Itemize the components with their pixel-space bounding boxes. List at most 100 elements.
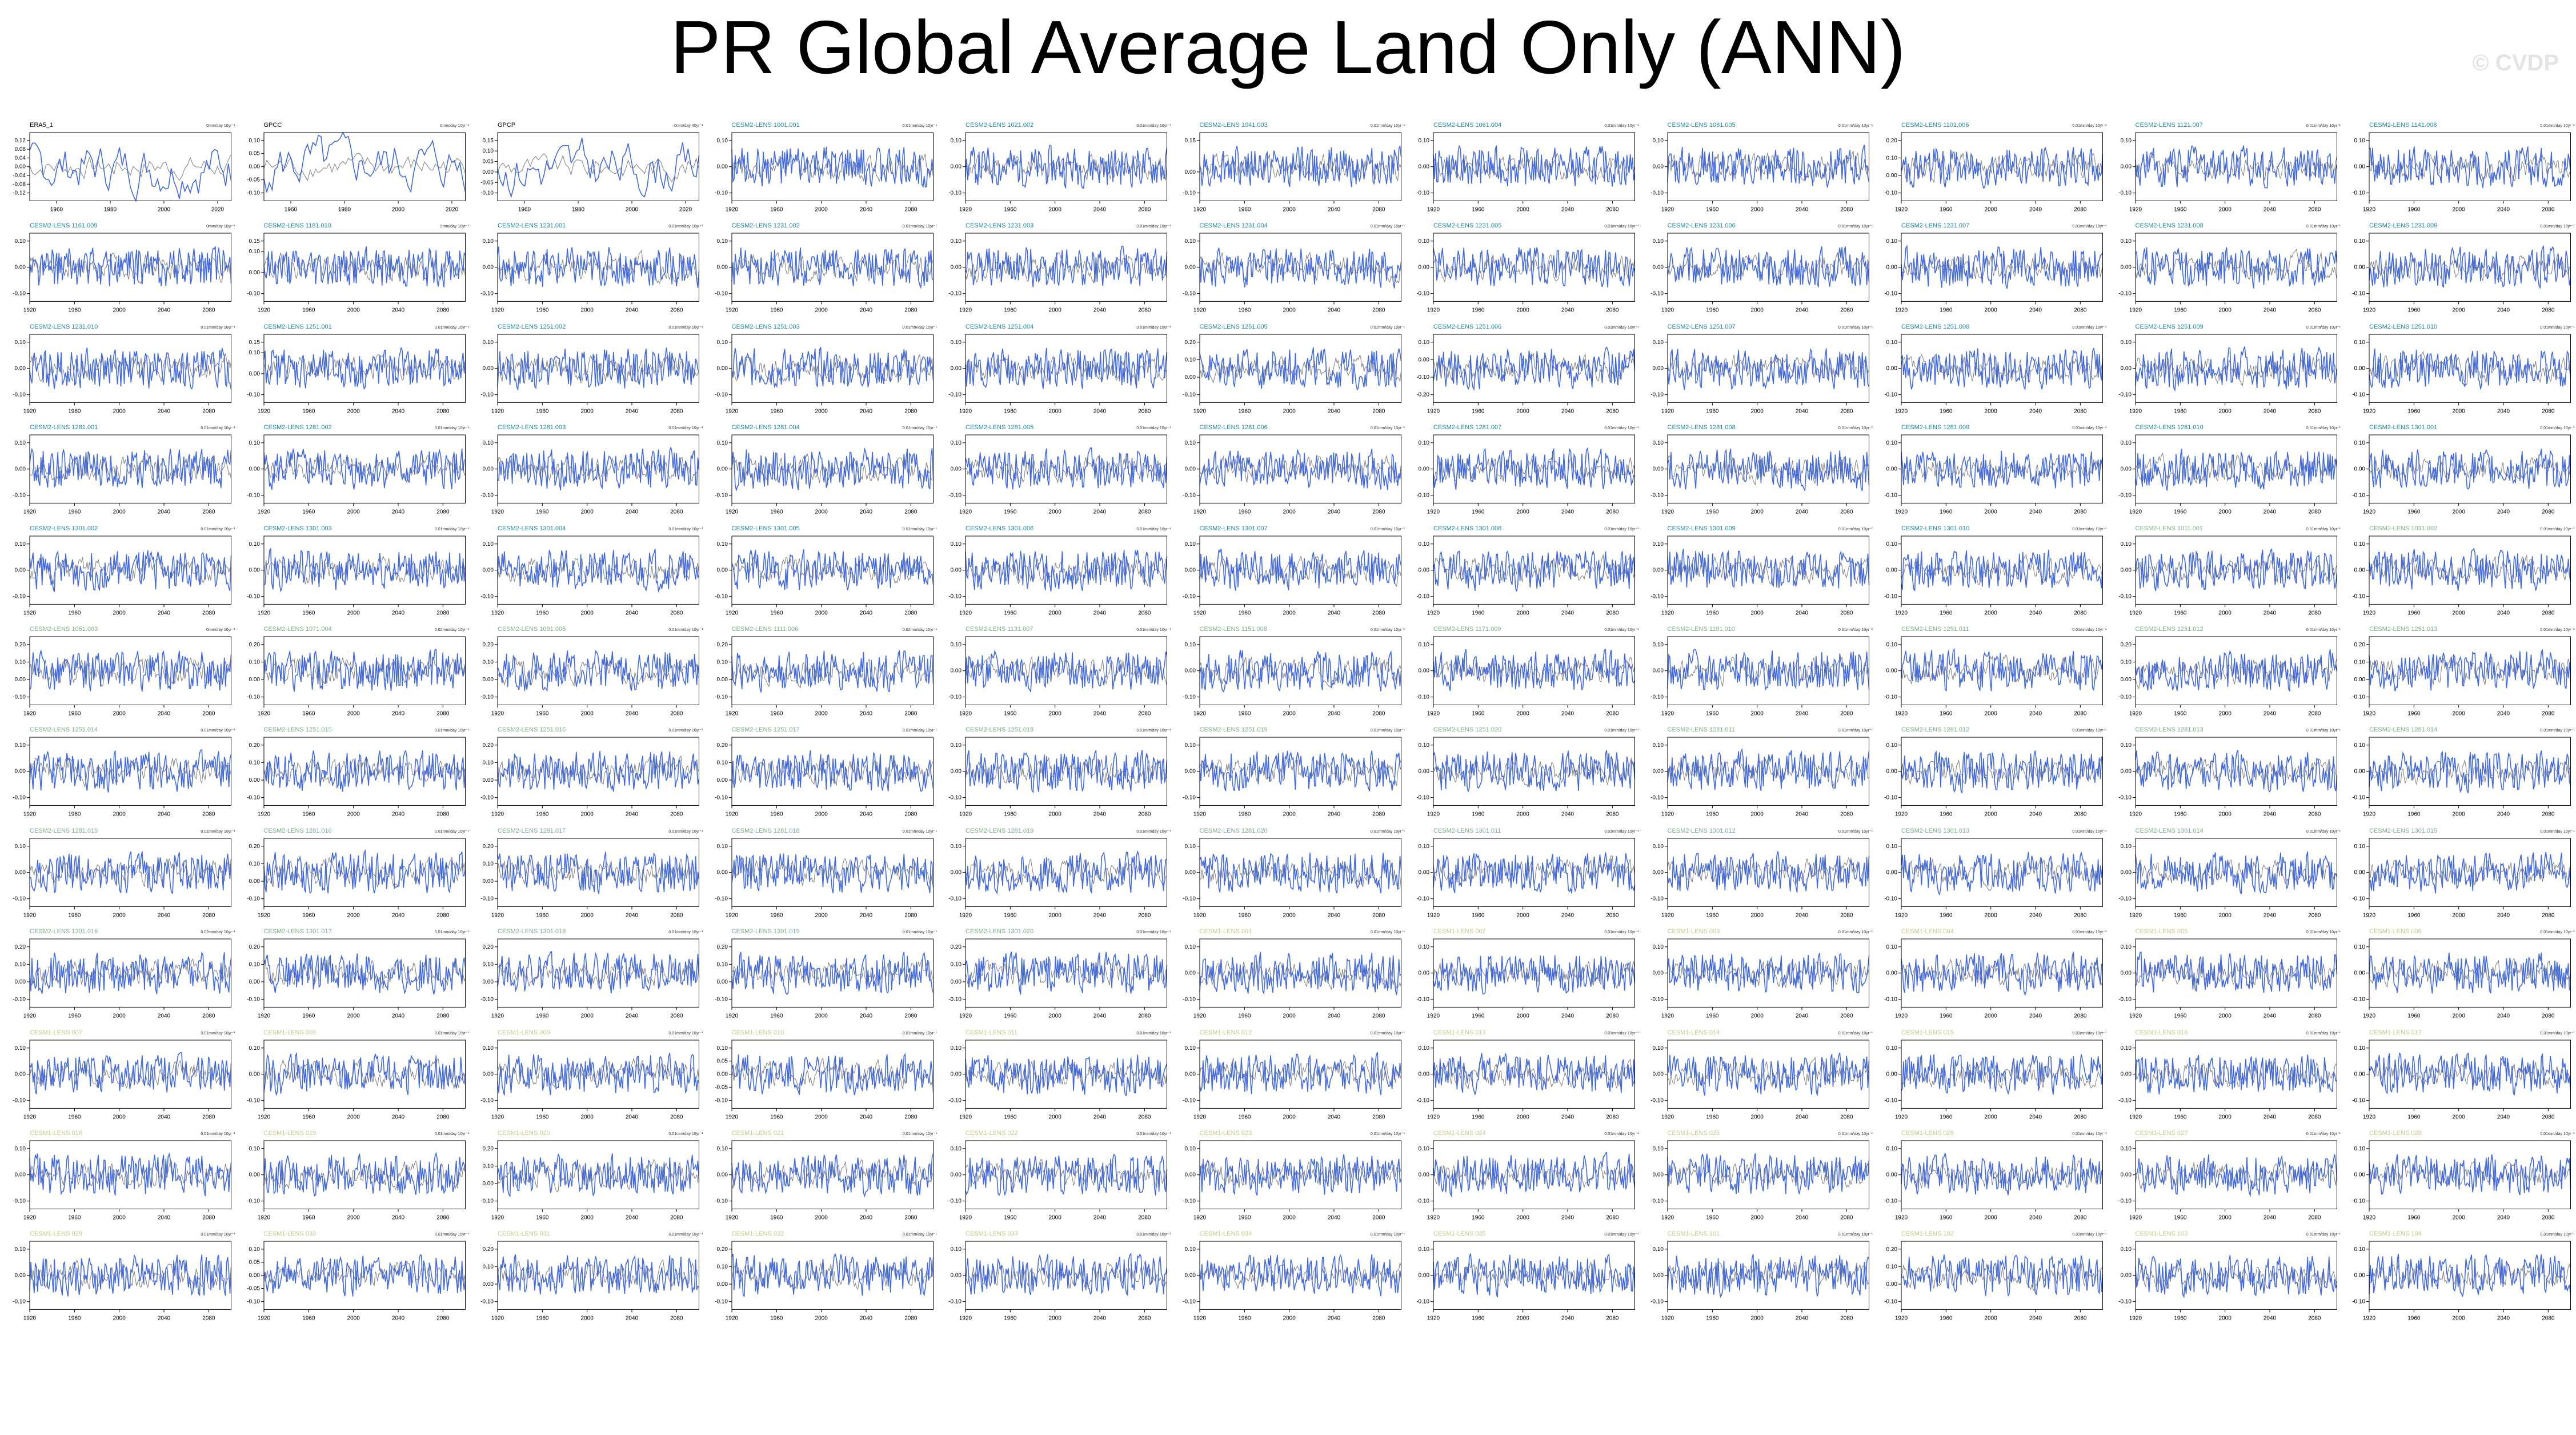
x-tick-label: 2040: [1795, 1214, 1808, 1221]
series-line: [2135, 1154, 2337, 1197]
x-tick-label: 1960: [1706, 1316, 1719, 1322]
y-tick-label: 0.00: [1886, 769, 1898, 775]
x-tick-label: 2000: [2218, 1114, 2232, 1120]
x-tick-label: 1960: [1238, 1114, 1251, 1120]
x-tick-label: 2040: [2263, 1013, 2276, 1020]
y-tick-label: 0.00: [1419, 769, 1430, 775]
panel-units: 0.01mm/day 10yr⁻¹: [1838, 225, 1873, 229]
panel-units: 0mm/day 10yr⁻¹: [206, 124, 235, 128]
plot-frame: [1667, 535, 1869, 605]
plot-frame: [965, 1241, 1167, 1310]
panel-title: CESM2-LENS 1151.008: [1199, 626, 1267, 633]
y-tick-label: -0.10: [1416, 694, 1429, 701]
y-tick-label: 0.10: [2120, 238, 2132, 245]
x-tick-label: 2080: [2074, 509, 2087, 515]
panel-title: CESM2-LENS 1281.016: [263, 827, 332, 834]
y-tick-label: -0.10: [480, 1299, 494, 1305]
y-tick-label: 0.10: [2354, 138, 2366, 144]
x-tick-label: 2080: [1138, 1316, 1151, 1322]
panel-cesm2-lens-1231-009: CESM2-LENS 1231.009 0.01mm/day 10yr⁻¹ 0.10…: [2345, 221, 2576, 321]
y-tick-label: 0.00: [1419, 869, 1430, 876]
y-tick-label: 0.10: [1419, 1246, 1430, 1253]
x-tick-label: 1960: [1004, 812, 1017, 818]
panel-title: CESM1-LENS 015: [1901, 1029, 1954, 1036]
panel-title: CESM2-LENS 1301.020: [966, 928, 1034, 936]
panel-cesm2-lens-1281-010: CESM2-LENS 1281.010 0.01mm/day 10yr⁻¹ 0.10…: [2112, 422, 2346, 523]
x-tick-label: 2040: [2029, 408, 2042, 414]
x-tick-label: 1960: [2407, 307, 2421, 314]
y-tick-label: 0.00: [15, 677, 26, 683]
plot-frame: [965, 938, 1167, 1008]
plot-frame: [1901, 233, 2103, 302]
x-tick-label: 1920: [959, 1114, 972, 1120]
x-tick-label: 2080: [202, 1214, 215, 1221]
panel-cesm2-lens-1231-010: CESM2-LENS 1231.010 0.01mm/day 10yr⁻¹ 0.10…: [6, 322, 240, 422]
panel-title: CESM1-LENS 027: [2135, 1130, 2188, 1137]
x-tick-label: 1920: [2363, 1114, 2376, 1120]
x-tick-label: 2040: [1327, 206, 1340, 213]
x-tick-label: 2000: [113, 912, 126, 918]
y-tick-label: -0.10: [1650, 896, 1664, 902]
panel-title: CESM2-LENS 1251.001: [263, 323, 332, 330]
x-tick-label: 1960: [1940, 1114, 1953, 1120]
panel-title: CESM2-LENS 1281.009: [1901, 424, 1970, 431]
panel-title: CESM2-LENS 1281.010: [2135, 424, 2204, 431]
reference-series-line: [1199, 1057, 1401, 1086]
x-tick-label: 2000: [2453, 1114, 2466, 1120]
reference-series-line: [263, 657, 466, 685]
x-tick-label: 1960: [2407, 1214, 2421, 1221]
x-tick-label: 1960: [1238, 307, 1251, 314]
x-tick-label: 1960: [1940, 1316, 1953, 1322]
panel-title: CESM2-LENS 1251.013: [2369, 626, 2438, 633]
x-tick-label: 2000: [1517, 1214, 1530, 1221]
x-tick-label: 2080: [1606, 408, 1619, 414]
reference-series-line: [497, 756, 699, 785]
panel-units: 0.01mm/day 10yr⁻¹: [2540, 1132, 2575, 1136]
panel-cesm2-lens-1301-015: CESM2-LENS 1301.015 0.01mm/day 10yr⁻¹ 0.10…: [2345, 826, 2576, 926]
x-tick-label: 1920: [23, 1214, 37, 1221]
y-tick-label: 0.10: [1886, 1146, 1898, 1152]
plot-frame: [1667, 1040, 1869, 1109]
y-tick-label: 0.20: [249, 642, 260, 648]
panel-cesm2-lens-1301-008: CESM2-LENS 1301.008 0.01mm/day 10yr⁻¹ 0.10…: [1409, 523, 1644, 624]
x-tick-label: 2000: [2453, 1013, 2466, 1020]
x-tick-label: 1960: [68, 307, 81, 314]
plot-frame: [1901, 838, 2103, 907]
plot-frame: [1199, 1140, 1401, 1209]
series-line: [1433, 648, 1636, 691]
x-tick-label: 2000: [815, 509, 828, 515]
panel-title: CESM2-LENS 1301.001: [2369, 424, 2438, 431]
x-tick-label: 2040: [1327, 1114, 1340, 1120]
x-tick-label: 2000: [1049, 812, 1062, 818]
y-tick-label: 0.10: [1652, 1146, 1664, 1152]
x-tick-label: 1960: [1472, 509, 1485, 515]
x-tick-label: 1980: [104, 206, 117, 213]
x-tick-label: 2040: [2497, 812, 2510, 818]
panel-title: CESM1-LENS 017: [2369, 1029, 2422, 1036]
x-tick-label: 2080: [1138, 812, 1151, 818]
reference-series-line: [1666, 1260, 1869, 1289]
x-tick-label: 2000: [1517, 1013, 1530, 1020]
series-line: [2134, 951, 2337, 993]
x-tick-label: 1920: [725, 610, 738, 616]
x-tick-label: 1920: [725, 812, 738, 818]
x-tick-label: 2040: [391, 1214, 404, 1221]
y-tick-label: 0.10: [15, 962, 26, 968]
x-tick-label: 2000: [1049, 1114, 1062, 1120]
panel-cesm1-lens-026: CESM1-LENS 026 0.01mm/day 10yr⁻¹ 0.10 0.00-…: [1877, 1128, 2112, 1229]
series-line: [1666, 548, 1869, 589]
x-tick-label: 1960: [1706, 710, 1719, 717]
panel-title: CESM2-LENS 1251.014: [30, 726, 98, 734]
y-tick-label: 0.10: [1184, 1246, 1196, 1253]
x-tick-label: 1960: [536, 912, 549, 918]
y-tick-label: -0.10: [480, 593, 494, 599]
panel-units: 0.01mm/day 10yr⁻¹: [2306, 729, 2341, 733]
series-line: [965, 750, 1168, 794]
plot-frame: [1433, 334, 1635, 403]
x-tick-label: 2000: [1049, 1316, 1062, 1322]
